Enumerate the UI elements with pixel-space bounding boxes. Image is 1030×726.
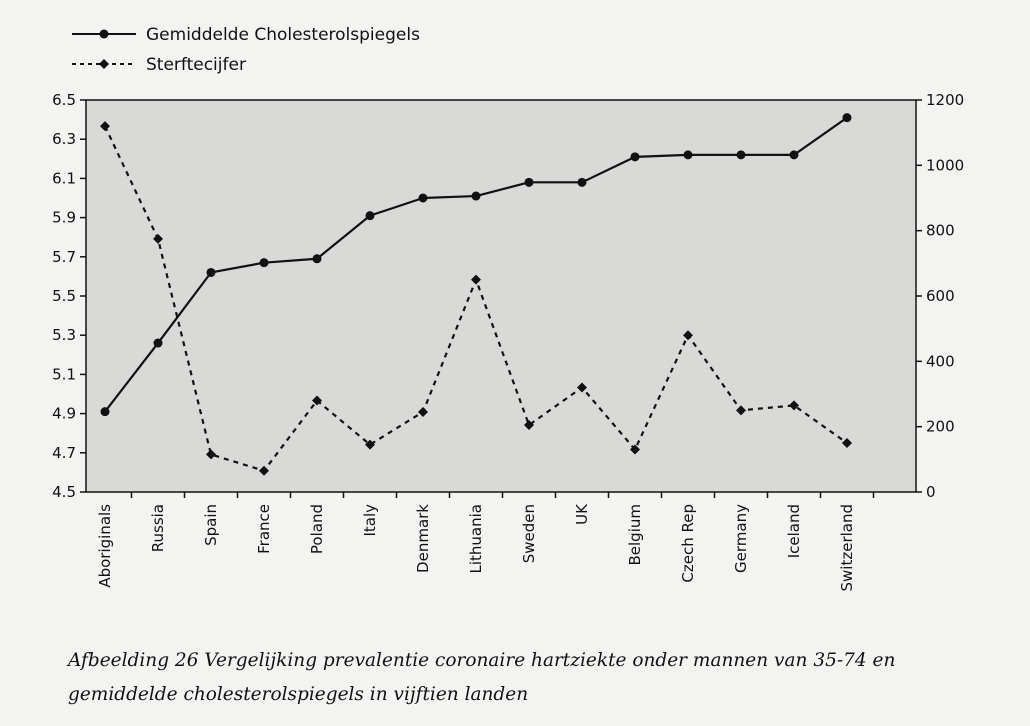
right-tick-label: 800 xyxy=(926,222,955,240)
chart: 4.5 4.7 4.9 5.1 5.3 5.5 5.7 5.9 6.1 6.3 6.5 0 200 40… xyxy=(52,25,964,592)
legend-label-cholesterol: Gemiddelde Cholesterolspiegels xyxy=(146,25,420,45)
cholesterol-point xyxy=(630,152,640,162)
x-category-label: Lithuania xyxy=(467,504,485,573)
left-tick-label: 5.1 xyxy=(52,365,76,383)
mortality-point xyxy=(683,330,693,341)
x-category-label: Denmark xyxy=(414,504,432,573)
mortality-point xyxy=(312,395,322,406)
x-category-label: Italy xyxy=(361,504,379,537)
right-tick-label: 600 xyxy=(926,287,955,305)
right-tick-label: 400 xyxy=(926,352,955,370)
left-tick-label: 5.3 xyxy=(52,326,76,344)
x-category-label: UK xyxy=(573,503,591,525)
left-tick-label: 4.9 xyxy=(52,405,76,423)
caption-line-2: gemiddelde cholesterolspiegels in vijfti… xyxy=(68,684,529,705)
plot-area xyxy=(85,99,917,493)
x-category-label: Russia xyxy=(149,504,167,552)
cholesterol-point xyxy=(418,193,428,203)
cholesterol-point xyxy=(206,267,216,277)
mortality-point xyxy=(524,420,534,431)
x-category-label: Germany xyxy=(732,504,750,573)
mortality-point xyxy=(577,382,587,393)
x-category-label: Czech Rep xyxy=(679,504,697,583)
series-layer xyxy=(100,113,852,476)
x-category-label: Spain xyxy=(202,504,220,546)
mortality-point xyxy=(100,121,110,132)
cholesterol-point xyxy=(153,338,163,348)
legend: Gemiddelde Cholesterolspiegels Sterfteci… xyxy=(72,25,420,75)
left-tick-label: 5.7 xyxy=(52,248,76,266)
right-axis: 0 200 400 600 800 1000 1200 xyxy=(916,91,964,501)
left-tick-label: 5.9 xyxy=(52,209,76,227)
cholesterol-point xyxy=(524,177,534,187)
cholesterol-point xyxy=(789,150,799,160)
x-category-label: Iceland xyxy=(785,504,803,558)
mortality-point xyxy=(736,405,746,416)
x-category-label: Switzerland xyxy=(838,504,856,592)
right-tick-label: 200 xyxy=(926,418,955,436)
cholesterol-point xyxy=(842,113,852,123)
left-tick-label: 6.1 xyxy=(52,169,76,187)
cholesterol-point xyxy=(471,191,481,201)
mortality-point xyxy=(259,465,269,476)
mortality-point xyxy=(842,438,852,448)
cholesterol-point xyxy=(736,150,746,160)
cholesterol-point xyxy=(312,254,322,264)
cholesterol-point xyxy=(100,407,110,417)
cholesterol-point xyxy=(259,258,269,268)
figure-caption: Afbeelding 26 Vergelijking prevalentie c… xyxy=(68,644,968,712)
cholesterol-point xyxy=(365,211,375,221)
x-category-label: Aboriginals xyxy=(96,504,114,588)
legend-marker-mortality xyxy=(99,59,109,69)
legend-label-mortality: Sterftecijfer xyxy=(146,55,246,75)
left-axis: 4.5 4.7 4.9 5.1 5.3 5.5 5.7 5.9 6.1 6.3 6.5 xyxy=(52,91,86,501)
left-tick-label: 6.5 xyxy=(52,91,76,109)
mortality-point xyxy=(630,444,640,455)
mortality-point xyxy=(365,439,375,450)
x-category-label: Sweden xyxy=(520,504,538,563)
mortality-point xyxy=(418,406,428,417)
x-axis: Aboriginals Russia Spain France Poland Italy D… xyxy=(96,492,875,592)
left-tick-label: 4.5 xyxy=(52,483,76,501)
cholesterol-point xyxy=(577,177,587,187)
right-tick-label: 1200 xyxy=(926,91,964,109)
x-category-label: Belgium xyxy=(626,504,644,566)
left-tick-label: 6.3 xyxy=(52,130,76,148)
mortality-point xyxy=(471,274,481,285)
right-tick-label: 0 xyxy=(926,483,936,501)
right-tick-label: 1000 xyxy=(926,156,964,174)
caption-line-1: Afbeelding 26 Vergelijking prevalentie c… xyxy=(68,650,896,671)
mortality-point xyxy=(153,233,163,244)
mortality-point xyxy=(789,400,799,411)
left-tick-label: 4.7 xyxy=(52,444,76,462)
x-category-label: Poland xyxy=(308,504,326,554)
left-tick-label: 5.5 xyxy=(52,287,76,305)
mortality-point xyxy=(206,449,216,460)
cholesterol-point xyxy=(683,150,693,160)
x-category-label: France xyxy=(255,504,273,554)
legend-marker-cholesterol xyxy=(99,29,109,39)
